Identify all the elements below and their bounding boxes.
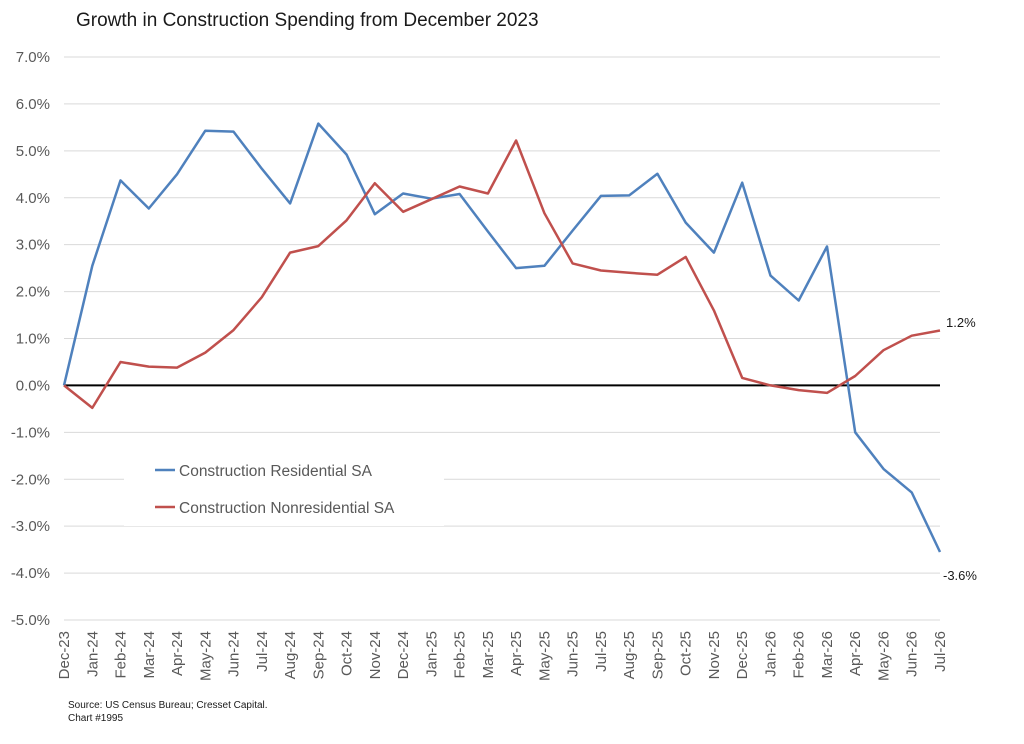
y-tick-label: -3.0% xyxy=(11,518,50,535)
x-axis-ticks: Dec-23 Jan-24 Feb-24 Mar-24 Apr-24 May-24 Jun-… xyxy=(56,631,949,681)
x-tick-label: Sep-24 xyxy=(310,631,327,679)
y-tick-label: 3.0% xyxy=(16,237,50,254)
x-tick-label: Jul-26 xyxy=(932,631,949,672)
chart-title: Growth in Construction Spending from Dec… xyxy=(76,10,539,31)
x-tick-label: Jan-25 xyxy=(423,631,440,677)
series-line-nonresidential xyxy=(63,139,941,410)
legend-background xyxy=(124,452,444,526)
x-tick-label: Feb-26 xyxy=(791,631,808,679)
x-tick-label: Jun-24 xyxy=(226,631,243,677)
x-tick-label: Apr-26 xyxy=(847,631,864,676)
y-tick-label: 1.0% xyxy=(16,331,50,348)
y-tick-label: 6.0% xyxy=(16,96,50,113)
y-tick-label: 4.0% xyxy=(16,190,50,207)
y-tick-label: -4.0% xyxy=(11,565,50,582)
x-tick-label: May-25 xyxy=(536,631,553,681)
x-tick-label: Feb-25 xyxy=(452,631,469,679)
x-tick-label: Nov-25 xyxy=(706,631,723,679)
x-tick-label: Aug-24 xyxy=(282,631,299,679)
legend: Construction Residential SA Construction… xyxy=(124,452,444,526)
x-tick-label: Mar-24 xyxy=(141,631,158,679)
y-tick-label: -5.0% xyxy=(11,612,50,629)
legend-label-residential: Construction Residential SA xyxy=(179,463,373,480)
x-tick-label: Oct-24 xyxy=(339,631,356,676)
x-tick-label: Jun-25 xyxy=(565,631,582,677)
y-axis-ticks: 7.0% 6.0% 5.0% 4.0% 3.0% 2.0% 1.0% 0.0% -1.0% -2.… xyxy=(11,49,50,629)
x-tick-label: Feb-24 xyxy=(113,631,130,679)
x-tick-label: Mar-25 xyxy=(480,631,497,679)
y-tick-label: 0.0% xyxy=(16,377,50,394)
x-tick-label: Oct-25 xyxy=(678,631,695,676)
x-tick-label: Jan-24 xyxy=(84,631,101,677)
x-tick-label: Mar-26 xyxy=(819,631,836,679)
x-tick-label: Nov-24 xyxy=(367,631,384,679)
x-tick-label: Apr-25 xyxy=(508,631,525,676)
end-label-nonresidential: 1.2% xyxy=(946,315,976,330)
x-tick-label: Jun-26 xyxy=(904,631,921,677)
x-tick-label: Jan-26 xyxy=(762,631,779,677)
source-line: Source: US Census Bureau; Cresset Capita… xyxy=(68,700,268,711)
x-tick-label: Dec-23 xyxy=(56,631,73,679)
y-tick-label: -2.0% xyxy=(11,471,50,488)
x-tick-label: Jul-25 xyxy=(593,631,610,672)
x-tick-label: May-24 xyxy=(197,631,214,681)
y-tick-label: 2.0% xyxy=(16,284,50,301)
x-tick-label: Jul-24 xyxy=(254,631,271,672)
y-tick-label: -1.0% xyxy=(11,424,50,441)
y-tick-label: 5.0% xyxy=(16,143,50,160)
x-tick-label: Apr-24 xyxy=(169,631,186,676)
gridlines xyxy=(64,56,940,621)
x-tick-label: Aug-25 xyxy=(621,631,638,679)
legend-label-nonresidential: Construction Nonresidential SA xyxy=(179,500,395,517)
x-tick-label: Dec-25 xyxy=(734,631,751,679)
x-tick-label: Sep-25 xyxy=(649,631,666,679)
series-lines xyxy=(62,122,942,553)
series-line-residential xyxy=(62,122,942,553)
source-note: Source: US Census Bureau; Cresset Capita… xyxy=(68,699,268,725)
y-tick-label: 7.0% xyxy=(16,49,50,66)
end-label-residential: -3.6% xyxy=(943,568,977,583)
x-tick-label: May-26 xyxy=(875,631,892,681)
x-tick-label: Dec-24 xyxy=(395,631,412,679)
chart-number: Chart #1995 xyxy=(68,713,124,724)
